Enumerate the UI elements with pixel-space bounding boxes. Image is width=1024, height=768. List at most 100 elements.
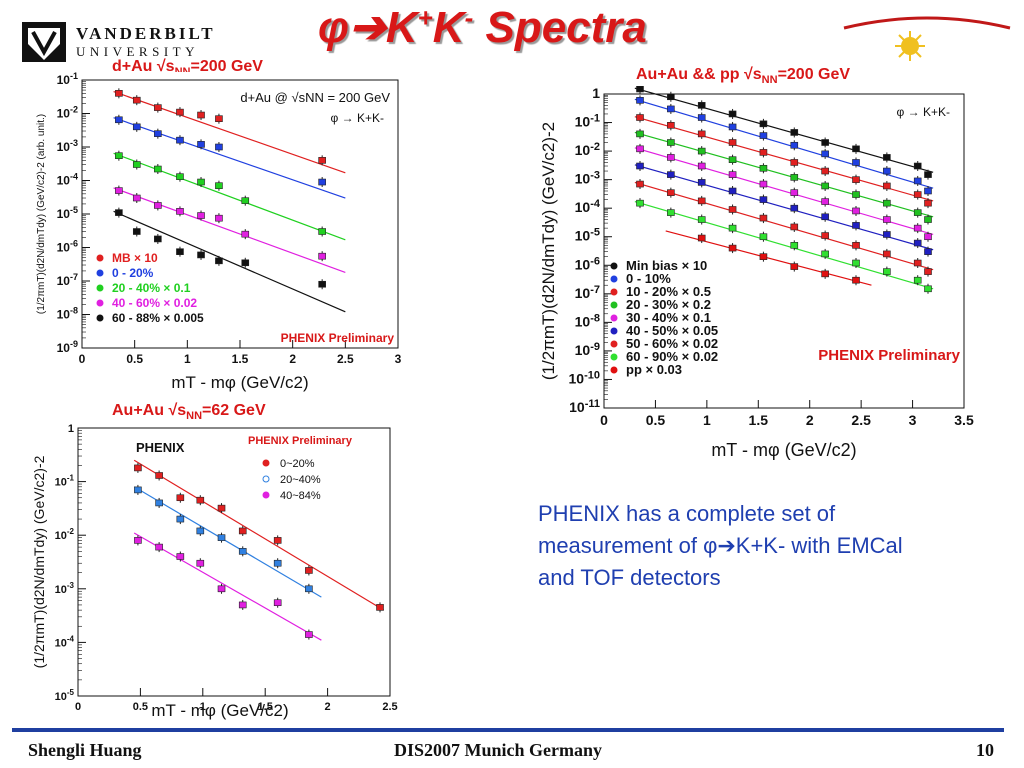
fit-line xyxy=(113,152,346,241)
data-point xyxy=(318,157,326,164)
y-tick-label: 10-7 xyxy=(575,284,600,301)
y-tick-label: 10-6 xyxy=(57,239,78,255)
data-point xyxy=(318,178,326,186)
legend-marker xyxy=(96,299,104,307)
data-point xyxy=(215,214,223,222)
data-point xyxy=(728,206,737,213)
data-point xyxy=(759,120,768,128)
data-point xyxy=(821,213,829,221)
data-point xyxy=(852,259,860,267)
data-point xyxy=(759,164,768,172)
auau200-spectra-chart: 0 0.5 1 1.5 2 2.5 3 3.510-1110-1010-910-810-710… xyxy=(534,86,994,466)
data-point xyxy=(305,567,313,574)
data-point xyxy=(197,111,205,119)
data-point xyxy=(154,235,162,243)
legend-label: MB × 10 xyxy=(112,251,158,265)
data-point xyxy=(318,280,326,288)
data-point xyxy=(154,202,162,209)
data-point xyxy=(821,232,829,239)
x-tick-label: 2.5 xyxy=(382,701,397,713)
fit-line xyxy=(113,210,346,313)
data-point xyxy=(154,165,162,173)
data-point xyxy=(821,270,829,278)
legend-label: 40~84% xyxy=(280,490,321,502)
page-title: φ➔K+K- Spectra xyxy=(318,2,647,52)
fit-line xyxy=(113,91,346,174)
data-point xyxy=(197,251,205,259)
data-point xyxy=(852,207,860,215)
data-point xyxy=(238,527,247,535)
data-point xyxy=(115,187,123,194)
data-point xyxy=(238,601,247,609)
data-point xyxy=(176,553,185,560)
data-point xyxy=(155,472,163,479)
data-point xyxy=(790,223,799,231)
data-point xyxy=(924,171,932,178)
y-tick-label: 10-3 xyxy=(57,138,78,154)
data-point xyxy=(913,177,922,185)
data-point xyxy=(176,248,184,255)
data-point xyxy=(913,239,922,247)
legend-marker xyxy=(610,314,618,322)
phenix-logo-icon xyxy=(843,16,1011,61)
data-point xyxy=(852,242,860,249)
data-point xyxy=(790,174,799,181)
data-point xyxy=(728,110,737,118)
legend-label: 20 - 40% × 0.1 xyxy=(112,281,191,295)
data-point xyxy=(196,559,205,567)
data-point xyxy=(197,212,205,219)
legend-label: 0 - 10% xyxy=(626,271,671,286)
data-point xyxy=(883,182,891,190)
data-point xyxy=(305,631,313,638)
y-tick-label: 10-4 xyxy=(575,198,601,215)
data-point xyxy=(913,191,922,198)
data-point xyxy=(913,209,922,216)
data-point xyxy=(728,171,737,178)
data-point xyxy=(759,214,768,222)
y-tick-label: 10-9 xyxy=(57,339,78,355)
y-tick-label: 10-8 xyxy=(575,312,600,329)
y-tick-label: 10-1 xyxy=(55,474,75,489)
vanderbilt-shield-icon xyxy=(22,22,66,62)
data-point xyxy=(636,97,644,104)
x-tick-label: 2 xyxy=(325,701,331,713)
y-tick-label: 10-3 xyxy=(55,581,75,596)
data-point xyxy=(132,194,141,202)
data-point xyxy=(852,222,860,229)
data-point xyxy=(318,252,326,260)
legend-marker xyxy=(96,254,104,262)
data-point xyxy=(728,156,737,163)
data-point xyxy=(134,486,142,494)
data-point xyxy=(273,599,282,607)
fit-line xyxy=(133,486,322,598)
plot-frame xyxy=(77,427,391,697)
data-point xyxy=(697,130,706,138)
plot-frame xyxy=(603,93,965,409)
data-point xyxy=(217,534,226,541)
data-point xyxy=(924,199,932,207)
fit-line xyxy=(113,117,346,199)
legend-label: 40 - 60% × 0.02 xyxy=(112,296,197,310)
data-point xyxy=(790,189,799,196)
x-tick-label: 3.5 xyxy=(954,412,974,428)
auau200-caption: Au+Au && pp √sNN=200 GeV xyxy=(636,66,851,87)
data-point xyxy=(636,180,644,188)
x-tick-label: 0.5 xyxy=(126,352,143,366)
data-point xyxy=(115,90,123,97)
data-point xyxy=(759,149,768,156)
data-point xyxy=(852,191,860,198)
fit-line xyxy=(113,187,346,274)
data-point xyxy=(883,199,891,207)
data-point xyxy=(759,196,768,203)
data-point xyxy=(913,276,922,284)
data-point xyxy=(697,147,706,155)
legend-label: 20~40% xyxy=(280,474,321,486)
x-tick-label: 2 xyxy=(289,352,296,366)
data-point xyxy=(196,496,205,504)
data-point xyxy=(667,189,675,196)
phenix-logo xyxy=(838,14,1016,62)
legend-label: 40 - 50% × 0.05 xyxy=(626,323,718,338)
data-point xyxy=(852,145,860,153)
data-point xyxy=(728,224,737,232)
data-point xyxy=(697,102,706,109)
